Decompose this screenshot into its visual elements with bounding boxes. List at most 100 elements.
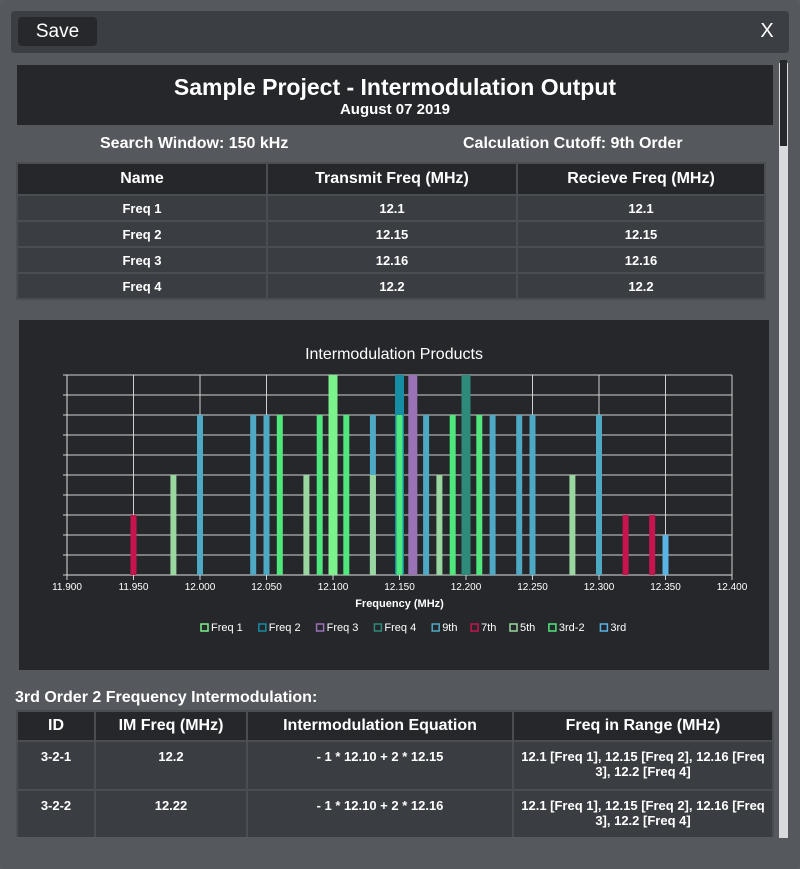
- x-tick-label: 12.250: [517, 582, 548, 593]
- x-tick-label: 11.900: [52, 582, 82, 593]
- save-button[interactable]: Save: [18, 17, 97, 46]
- x-axis-label: Frequency (MHz): [355, 598, 444, 610]
- legend-label: Freq 4: [384, 622, 416, 634]
- legend-swatch: [431, 623, 440, 632]
- bar-9th: [516, 415, 523, 575]
- x-tick-label: 12.100: [318, 582, 349, 593]
- close-button[interactable]: X: [760, 20, 774, 42]
- bar-3rd: [662, 535, 669, 575]
- column-header: Name: [16, 162, 268, 196]
- table-cell: 12.1 [Freq 1], 12.15 [Freq 2], 12.16 [Fr…: [512, 789, 774, 837]
- table-cell: 12.1: [516, 194, 766, 222]
- legend-swatch: [373, 623, 383, 632]
- table-cell: 12.15: [516, 220, 766, 248]
- bar-9th: [250, 415, 257, 575]
- table-header-row: Name Transmit Freq (MHz) Recieve Freq (M…: [16, 162, 766, 196]
- bar-9th: [489, 415, 496, 575]
- x-tick-label: 12.400: [717, 582, 748, 593]
- table-cell: 3-2-2: [16, 789, 96, 837]
- bar-5th: [569, 475, 576, 575]
- x-tick-label: 12.150: [384, 582, 415, 593]
- table-cell: 12.2: [266, 272, 518, 300]
- x-tick-label: 12.050: [251, 582, 282, 593]
- bar-freq-1: [328, 375, 338, 575]
- table-cell: - 1 * 12.10 + 2 * 12.16: [246, 789, 514, 837]
- table-row: Freq 3 12.16 12.16: [16, 246, 766, 274]
- table-row: Freq 4 12.2 12.2: [16, 272, 766, 300]
- chart-title: Intermodulation Products: [305, 346, 483, 363]
- table-cell: 12.16: [266, 246, 518, 274]
- table-cell: 12.1 [Freq 1], 12.15 [Freq 2], 12.16 [Fr…: [512, 740, 774, 791]
- search-window-label: Search Window: 150 kHz: [100, 135, 289, 152]
- x-tick-label: 11.950: [119, 582, 149, 593]
- column-header: IM Freq (MHz): [94, 710, 248, 742]
- legend-label: 3rd: [610, 622, 626, 634]
- table-cell: 12.16: [516, 246, 766, 274]
- section-title: 3rd Order 2 Frequency Intermodulation:: [15, 689, 318, 706]
- intermodulation-chart: Intermodulation Products 11.900 11.950 12.0…: [52, 346, 748, 634]
- table-row: 3-2-1 12.2 - 1 * 12.10 + 2 * 12.15 12.1 …: [16, 740, 774, 791]
- table-cell: Freq 4: [16, 272, 268, 300]
- legend-label: 3rd-2: [559, 622, 585, 634]
- legend-swatch: [548, 623, 557, 632]
- legend-swatch: [470, 623, 479, 632]
- report-title: Sample Project - Intermodulation Output: [173, 74, 617, 100]
- column-header: Freq in Range (MHz): [512, 710, 774, 742]
- bar-5th: [170, 475, 177, 575]
- bar-3rd-2: [343, 415, 350, 575]
- bar-5th: [369, 475, 376, 575]
- bar-7th: [649, 515, 656, 575]
- bar-freq-3: [408, 375, 418, 575]
- bar-9th: [197, 415, 203, 575]
- x-tick-label: 12.000: [185, 582, 216, 593]
- table-cell: Freq 3: [16, 246, 268, 274]
- bar-7th: [130, 515, 137, 575]
- frequency-table: Name Transmit Freq (MHz) Recieve Freq (M…: [16, 162, 766, 300]
- legend-swatch: [258, 623, 267, 632]
- bar-3rd-2: [316, 415, 323, 575]
- report-content: Sample Project - Intermodulation Output …: [0, 53, 776, 837]
- table-cell: Freq 1: [16, 194, 268, 222]
- vertical-scrollbar[interactable]: [779, 63, 788, 838]
- legend-label: Freq 3: [327, 622, 359, 634]
- table-cell: - 1 * 12.10 + 2 * 12.15: [246, 740, 514, 791]
- legend-swatch: [509, 623, 518, 632]
- intermodulation-table: ID IM Freq (MHz) Intermodulation Equatio…: [16, 710, 774, 837]
- report-date: August 07 2019: [339, 101, 451, 118]
- table-row: Freq 2 12.15 12.15: [16, 220, 766, 248]
- legend-label: 7th: [481, 622, 496, 634]
- bar-9th: [423, 415, 430, 575]
- bar-9th: [263, 415, 270, 575]
- table-cell: Freq 2: [16, 220, 268, 248]
- bar-3rd-2: [276, 415, 283, 575]
- legend-label: Freq 1: [211, 622, 243, 634]
- column-header: ID: [16, 710, 96, 742]
- report-header: Sample Project - Intermodulation Output …: [17, 65, 773, 125]
- bar-9th: [529, 415, 536, 575]
- column-header: Intermodulation Equation: [246, 710, 514, 742]
- table-cell: 12.15: [266, 220, 518, 248]
- table-row: 3-2-2 12.22 - 1 * 12.10 + 2 * 12.16 12.1…: [16, 789, 774, 837]
- chart-panel: Intermodulation Products 11.900 11.950 12.0…: [19, 320, 769, 670]
- table-header-row: ID IM Freq (MHz) Intermodulation Equatio…: [16, 710, 774, 742]
- column-header: Recieve Freq (MHz): [516, 162, 766, 196]
- bar-9th: [596, 415, 602, 575]
- table-cell: 12.2: [516, 272, 766, 300]
- bar-3rd-2: [449, 415, 456, 575]
- table-cell: 12.22: [94, 789, 248, 837]
- x-tick-label: 12.300: [584, 582, 615, 593]
- scrollbar-thumb[interactable]: [780, 60, 787, 146]
- table-cell: 12.2: [94, 740, 248, 791]
- bar-7th: [622, 515, 629, 575]
- column-header: Transmit Freq (MHz): [266, 162, 518, 196]
- table-cell: 12.1: [266, 194, 518, 222]
- x-tick-label: 12.200: [451, 582, 482, 593]
- bar-3rd-2: [396, 415, 403, 575]
- x-tick-label: 12.350: [650, 582, 681, 593]
- bar-3rd-2: [476, 415, 483, 575]
- legend-swatch: [200, 623, 209, 632]
- legend-swatch: [315, 623, 325, 632]
- legend-label: Freq 2: [269, 622, 301, 634]
- legend-swatch: [599, 623, 609, 632]
